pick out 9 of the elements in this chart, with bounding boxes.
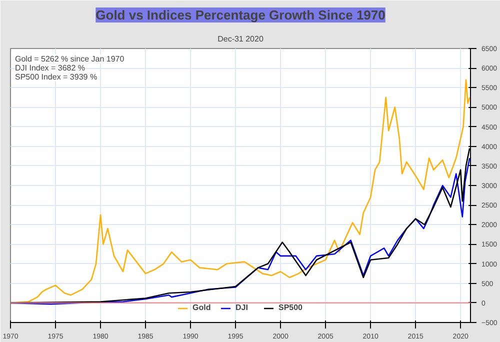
annotation: Gold = 5262 % since Jan 1970: [15, 54, 125, 64]
legend-label: SP500: [278, 303, 303, 312]
line-series: [10, 79, 470, 304]
legend-label: Gold: [192, 303, 212, 312]
chart-title: Gold vs Indices Percentage Growth Since 1970: [96, 8, 386, 22]
legend-label: DJI: [235, 303, 249, 312]
annotation: SP500 Index = 3939 %: [15, 72, 98, 82]
chart-subtitle: Dec-31 2020: [218, 34, 264, 44]
annotation: DJI Index = 3682 %: [15, 63, 86, 72]
